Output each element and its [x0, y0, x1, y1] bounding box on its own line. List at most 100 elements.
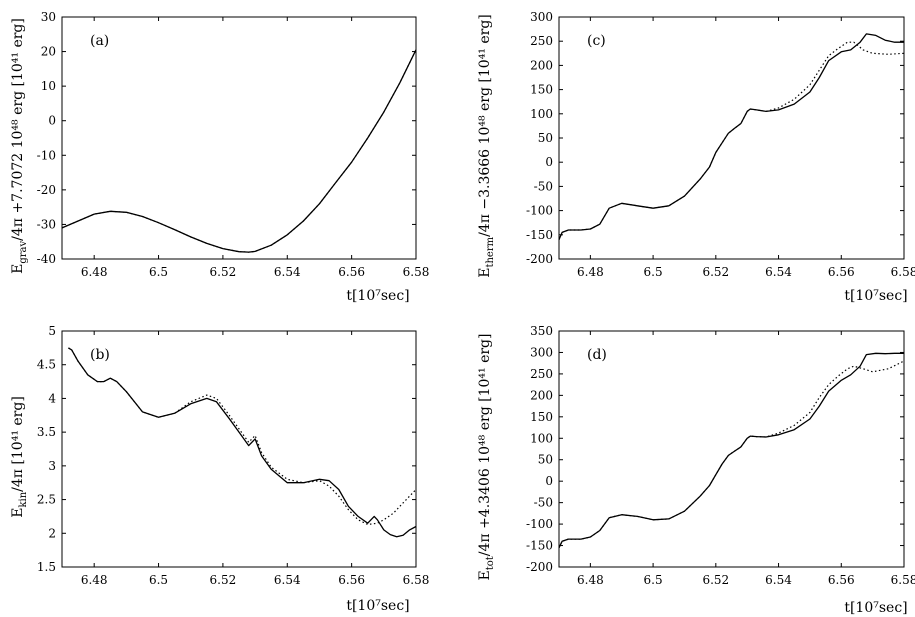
y-tick-label: 300	[530, 10, 553, 24]
panel-label: (a)	[90, 33, 109, 49]
y-tick-label: 0	[48, 114, 56, 128]
x-tick-label: 6.56	[828, 265, 855, 279]
x-tick-label: 6.54	[765, 573, 792, 587]
y-axis-label-main: E	[477, 570, 493, 580]
y-tick-label: 3	[48, 459, 56, 473]
series-line-solid	[558, 352, 904, 548]
x-tick-label: 6.48	[81, 265, 108, 279]
panel-a: -40 -30 -20 -10 0 10 20 30 6.48 6.5 6.52 6.54 6.56 6.…	[10, 10, 429, 304]
panel-c: -200 -150 -100 -50 0 50 100 150 200 250 300 6.48 6.5…	[477, 10, 915, 304]
y-axis-label: Etherm/4π −3.3666 10⁴⁸ erg [10⁴¹ erg]	[477, 14, 496, 278]
x-tick-label: 6.5	[149, 573, 168, 587]
y-axis-label-tail: /4π −3.3666 10⁴⁸ erg [10⁴¹ erg]	[477, 14, 493, 237]
plot-frame	[558, 16, 905, 260]
panel-label: (c)	[587, 33, 606, 49]
y-tick-label: 150	[530, 410, 553, 424]
y-tick-label: 250	[530, 34, 553, 48]
y-tick-label: 30	[41, 10, 56, 24]
y-tick-label: 250	[530, 367, 553, 381]
series-line-dotted	[558, 360, 905, 548]
y-tick-label: -30	[37, 217, 56, 231]
y-tick-label: -100	[526, 204, 553, 218]
y-tick-label: -150	[526, 539, 553, 553]
panel-label: (d)	[587, 347, 607, 363]
y-tick-label: 2.5	[37, 493, 56, 507]
y-tick-label: 100	[530, 431, 553, 445]
series-line-dotted	[558, 41, 905, 240]
x-tick-label: 6.5	[149, 265, 168, 279]
x-tick-label: 6.58	[403, 265, 430, 279]
x-axis-label: t[10⁷sec]	[844, 288, 907, 304]
x-tick-label: 6.58	[891, 573, 915, 587]
y-tick-label: -20	[37, 183, 56, 197]
x-tick-label: 6.48	[81, 573, 108, 587]
y-axis-label-sub: kin	[18, 491, 29, 507]
x-tick-label: 6.48	[577, 265, 604, 279]
y-tick-label: -50	[534, 179, 553, 193]
x-tick-label: 6.5	[644, 573, 663, 587]
y-tick-label: 4.5	[37, 358, 56, 372]
series-line-solid	[558, 33, 904, 240]
y-tick-label: 50	[538, 453, 553, 467]
panel-label: (b)	[90, 347, 110, 363]
panel-d: -200 -150 -100 -50 0 50 100 150 200 250 300 350 6.48…	[477, 324, 915, 616]
y-tick-label: 0	[545, 474, 553, 488]
panel-b: 1.5 2 2.5 3 3.5 4 4.5 5 6.48 6.5 6.52 6.54 6.56 6.58 (…	[10, 324, 429, 614]
series-line-dotted	[61, 49, 417, 253]
x-tick-label: 6.58	[891, 265, 915, 279]
x-tick-label: 6.52	[702, 573, 729, 587]
y-tick-label: -200	[526, 252, 553, 266]
x-axis-label: t[10⁷sec]	[844, 600, 907, 616]
y-tick-label: 1.5	[37, 560, 56, 574]
y-tick-label: 4	[48, 391, 56, 405]
y-tick-label: -10	[37, 148, 56, 162]
x-tick-label: 6.56	[828, 573, 855, 587]
series-line-solid	[61, 49, 417, 253]
y-axis-label-tail: /4π [10⁴¹ erg]	[10, 396, 26, 492]
x-tick-label: 6.52	[210, 265, 237, 279]
y-axis-label: Etot/4π +4.3406 10⁴⁸ erg [10⁴¹ erg]	[477, 334, 496, 581]
y-axis-label-tail: /4π +4.3406 10⁴⁸ erg [10⁴¹ erg]	[477, 334, 493, 557]
x-tick-label: 6.58	[403, 573, 430, 587]
y-axis-label-tail: /4π +7.7072 10⁴⁸ erg [10⁴¹ erg]	[10, 18, 26, 241]
x-axis-label: t[10⁷sec]	[346, 288, 409, 304]
plot-frame	[61, 330, 417, 568]
y-tick-label: 150	[530, 83, 553, 97]
y-tick-label: 100	[530, 107, 553, 121]
y-tick-label: -150	[526, 228, 553, 242]
x-tick-label: 6.54	[765, 265, 792, 279]
y-axis-label: Egrav/4π +7.7072 10⁴⁸ erg [10⁴¹ erg]	[10, 18, 29, 274]
y-tick-label: -200	[526, 560, 553, 574]
x-axis-label: t[10⁷sec]	[346, 598, 409, 614]
x-tick-label: 6.56	[338, 265, 365, 279]
series-line-solid	[68, 347, 417, 538]
y-axis-label-sub: therm	[485, 236, 496, 267]
y-tick-label: 3.5	[37, 425, 56, 439]
y-tick-label: 350	[530, 324, 553, 338]
y-axis-label: Ekin/4π [10⁴¹ erg]	[10, 396, 29, 518]
y-tick-label: 20	[41, 45, 56, 59]
y-tick-label: -50	[534, 496, 553, 510]
x-tick-label: 6.54	[274, 265, 301, 279]
plot-frame	[61, 16, 417, 260]
y-tick-label: 10	[41, 79, 56, 93]
series-line-dotted	[68, 347, 417, 526]
y-tick-label: 200	[530, 388, 553, 402]
y-tick-label: 5	[48, 324, 56, 338]
y-axis-label-main: E	[477, 268, 493, 278]
y-tick-label: 2	[48, 526, 56, 540]
y-tick-label: 0	[545, 155, 553, 169]
y-tick-label: -40	[37, 252, 56, 266]
x-tick-label: 6.52	[210, 573, 237, 587]
y-axis-label-main: E	[10, 508, 26, 518]
plot-frame	[558, 330, 905, 568]
y-tick-label: 300	[530, 345, 553, 359]
y-axis-label-main: E	[10, 264, 26, 274]
y-tick-label: 200	[530, 58, 553, 72]
x-tick-label: 6.52	[702, 265, 729, 279]
x-tick-label: 6.5	[644, 265, 663, 279]
y-axis-label-sub: grav	[18, 240, 29, 263]
y-axis-label-sub: tot	[485, 556, 496, 570]
x-tick-label: 6.54	[274, 573, 301, 587]
